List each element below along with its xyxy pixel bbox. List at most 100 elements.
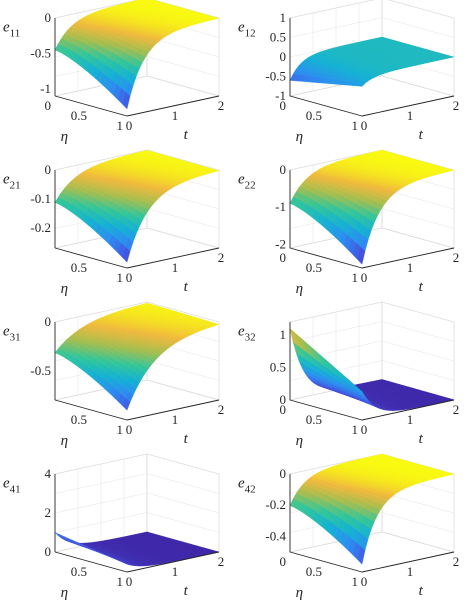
z-axis-label: e11 [3,20,20,40]
z-tick-label: 0 [45,162,52,177]
z-tick-label: -1 [275,88,286,103]
axis-lines [289,322,455,421]
eta-tick-label: 0.5 [306,108,322,123]
axis-lines [54,322,220,421]
t-tick-label: 1 [407,260,414,275]
eta-tick-label: 1 [352,118,359,133]
t-tick-label: 0 [126,422,133,437]
t-axis-label: t [419,583,424,599]
surface-mesh [289,453,455,565]
z-tick-label: 4 [45,466,52,481]
z-tick-label: -0.5 [265,69,286,84]
eta-axis-label: η [61,129,68,145]
t-tick-labels: 0 1 2 [126,250,225,285]
t-tick-label: 0 [126,118,133,133]
eta-tick-label: 0.5 [306,564,322,579]
t-tick-label: 1 [407,564,414,579]
t-axis-label: t [419,127,424,143]
z-tick-labels: 0 -0.5 [30,314,51,378]
z-tick-label: 0 [280,162,287,177]
eta-axis-label: η [61,281,68,297]
t-tick-label: 0 [361,422,368,437]
eta-tick-label: 0 [45,98,52,113]
surface-mesh [289,327,455,411]
eta-tick-label: 1 [117,422,124,437]
t-tick-label: 0 [361,118,368,133]
t-tick-label: 2 [218,554,225,569]
eta-tick-label: 1 [352,422,359,437]
eta-tick-label: 1 [117,118,124,133]
z-axis-label-base: e [3,476,10,492]
z-tick-label: -0.5 [30,45,51,60]
panel-e41: 420 0.51 0 1 2 t η e41 [3,453,225,601]
axis-lines [54,170,220,269]
surface-mesh [54,302,220,411]
t-tick-label: 0 [126,270,133,285]
t-axis-label: t [184,583,189,599]
z-axis-label: e12 [238,20,256,40]
t-tick-label: 1 [172,564,179,579]
t-tick-label: 0 [126,574,133,589]
z-axis-label-subscript: 41 [10,484,21,496]
z-tick-labels: 0 -1 -2 [275,162,286,251]
z-axis-label-base: e [238,324,245,340]
eta-axis-label: η [61,585,68,601]
eta-tick-labels: 0.51 [71,564,123,589]
eta-tick-labels: 00.51 [280,402,359,437]
z-tick-label: -1 [275,199,286,214]
t-tick-label: 2 [453,250,460,265]
z-tick-label: 0 [280,392,287,407]
surface-mesh [54,0,220,110]
t-tick-label: 1 [172,260,179,275]
eta-axis-label: η [296,585,303,601]
t-tick-labels: 0 1 2 [126,554,225,589]
z-axis-label-base: e [3,324,10,340]
eta-tick-label: 0.5 [71,260,87,275]
surface-mesh [54,531,220,567]
z-axis-label: e22 [238,172,256,192]
z-axis-label: e32 [238,324,256,344]
eta-tick-label: 0.5 [71,412,87,427]
eta-tick-labels: 00.51 [280,98,359,133]
eta-axis-label: η [296,433,303,449]
eta-axis-label: η [296,129,303,145]
eta-axis-label: η [61,433,68,449]
z-axis-label: e21 [3,172,21,192]
z-tick-label: -2 [275,236,286,251]
t-axis-label: t [184,279,189,295]
eta-axis-label: η [296,281,303,297]
eta-tick-label: 0.5 [71,564,87,579]
z-axis-label: e42 [238,476,256,496]
eta-tick-label: 0 [280,250,287,265]
eta-tick-labels: 0.51 [71,412,123,437]
z-tick-label: 0 [280,49,287,64]
t-tick-labels: 0 1 2 [361,554,460,589]
eta-tick-labels: 0.51 [71,260,123,285]
t-tick-label: 1 [407,108,414,123]
eta-tick-labels: 00.51 [45,98,124,133]
axis-lines [289,170,455,269]
t-axis-label: t [419,279,424,295]
t-tick-label: 2 [453,98,460,113]
z-tick-labels: 4 2 0 [45,466,52,559]
z-axis-label-base: e [3,20,10,36]
z-axis-label: e31 [3,324,21,344]
t-tick-label: 0 [361,270,368,285]
z-axis-label-subscript: 12 [245,28,256,40]
surface-mesh [54,150,220,263]
t-axis-label: t [184,127,189,143]
t-tick-label: 1 [172,108,179,123]
z-tick-label: -1 [40,81,51,96]
axis-lines [54,474,220,573]
z-tick-label: 0 [280,466,287,481]
eta-tick-label: 0 [280,554,287,569]
z-tick-label: -0.2 [265,497,286,512]
t-tick-labels: 0 1 2 [361,250,460,285]
eta-tick-label: 1 [352,574,359,589]
z-tick-labels: 1 0.5 0 -0.5 -1 [265,10,286,103]
t-axis-label: t [419,431,424,447]
